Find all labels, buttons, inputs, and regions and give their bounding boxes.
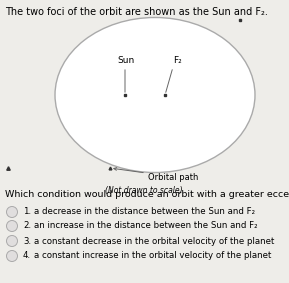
Text: The two foci of the orbit are shown as the Sun and F₂.: The two foci of the orbit are shown as t… (5, 7, 268, 17)
Circle shape (6, 220, 18, 231)
Text: a decrease in the distance between the Sun and F₂: a decrease in the distance between the S… (34, 207, 255, 216)
Ellipse shape (55, 18, 255, 173)
Text: Which condition would produce an orbit with a greater eccentricity?: Which condition would produce an orbit w… (5, 190, 289, 199)
Text: an increase in the distance between the Sun and F₂: an increase in the distance between the … (34, 222, 257, 230)
Text: F₂: F₂ (173, 56, 182, 65)
Text: 3.: 3. (23, 237, 31, 245)
Text: 2.: 2. (23, 222, 31, 230)
Text: (Not drawn to scale): (Not drawn to scale) (105, 186, 183, 195)
Text: 4.: 4. (23, 252, 31, 260)
Circle shape (6, 235, 18, 246)
Circle shape (6, 207, 18, 218)
Circle shape (6, 250, 18, 261)
Text: Sun: Sun (117, 56, 134, 65)
Text: a constant increase in the orbital velocity of the planet: a constant increase in the orbital veloc… (34, 252, 271, 260)
Text: Orbital path: Orbital path (148, 173, 198, 182)
Text: a constant decrease in the orbital velocity of the planet: a constant decrease in the orbital veloc… (34, 237, 274, 245)
Text: 1.: 1. (23, 207, 31, 216)
